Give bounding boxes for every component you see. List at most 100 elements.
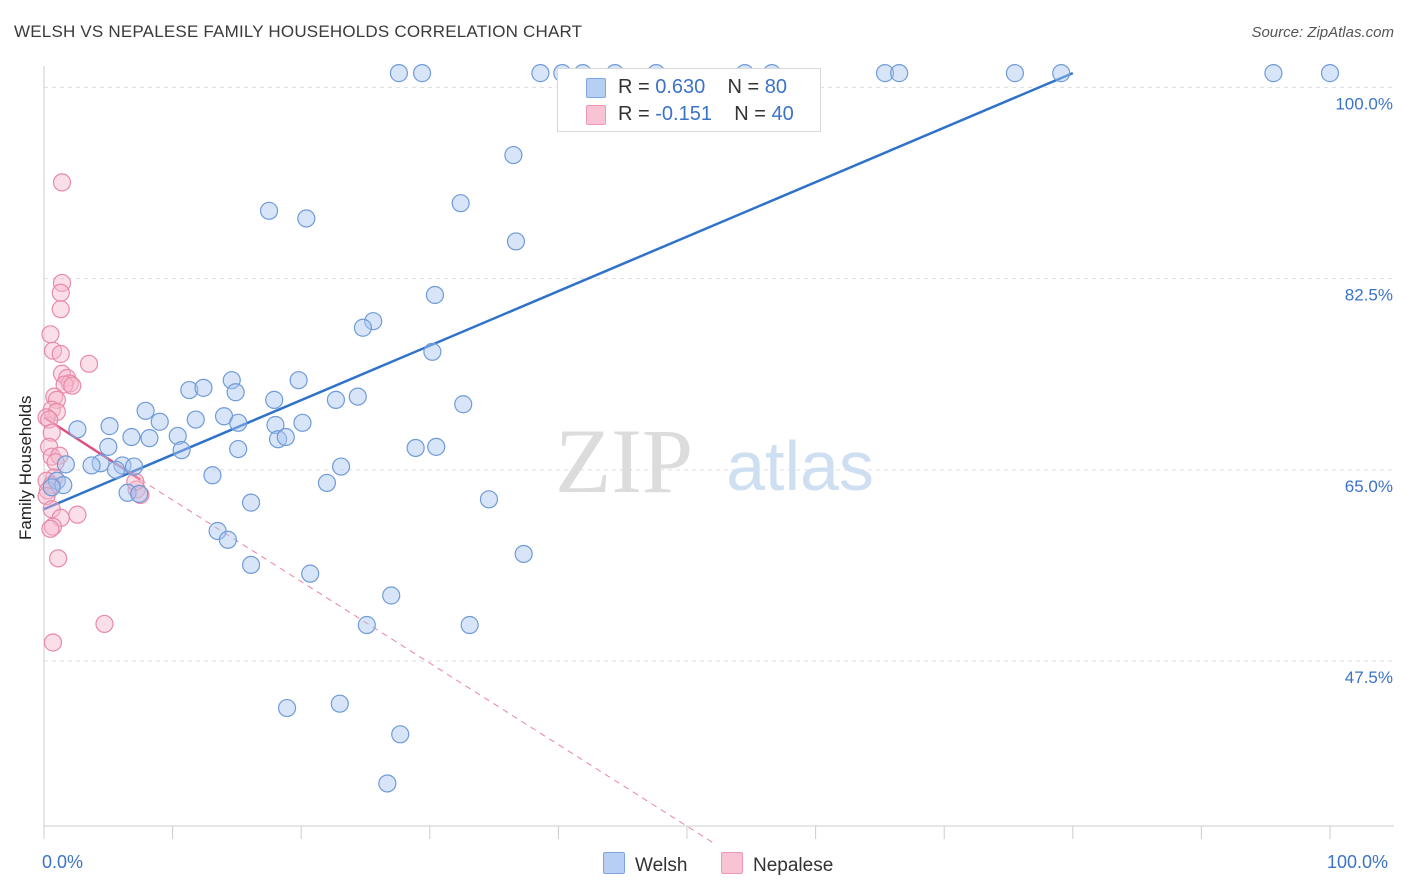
y-tick-label: 100.0% — [1335, 94, 1393, 113]
welsh-point — [353, 318, 373, 337]
welsh-point — [140, 429, 159, 448]
nepalese-point — [41, 519, 60, 538]
welsh-point — [241, 555, 261, 575]
welsh-trend-line — [43, 71, 1074, 511]
watermark: ZIP atlas — [555, 410, 874, 512]
bottom-legend-nepalese: Nepalese — [721, 852, 833, 877]
welsh-point — [382, 586, 401, 605]
axes — [43, 66, 1394, 839]
welsh-point — [425, 285, 445, 305]
welsh-point — [226, 383, 245, 402]
welsh-point — [1005, 64, 1025, 83]
stats-legend: R = 0.630 N = 80 R = -0.151 N = 40 — [557, 68, 821, 132]
welsh-point — [330, 694, 349, 713]
welsh-point — [259, 201, 279, 220]
nepalese-point — [95, 614, 114, 634]
welsh-point — [504, 145, 523, 165]
welsh-point — [241, 493, 261, 512]
nepalese-point — [51, 283, 70, 302]
nepalese-point — [47, 402, 66, 421]
welsh-point — [106, 460, 126, 479]
welsh-point — [1264, 64, 1283, 83]
welsh-point — [317, 473, 337, 493]
nepalese-point — [41, 325, 60, 344]
welsh-point — [293, 413, 312, 432]
welsh-point — [326, 390, 346, 409]
welsh-point — [203, 466, 222, 485]
welsh-point — [364, 312, 383, 331]
welsh-point — [276, 427, 295, 447]
nepalese-point — [68, 505, 87, 524]
nepalese-point — [52, 273, 72, 293]
watermark-zip: ZIP — [555, 410, 693, 512]
nepalese-n-label: N = — [734, 103, 772, 125]
welsh-point — [194, 378, 213, 397]
nepalese-point — [42, 423, 61, 442]
welsh-point — [357, 615, 376, 635]
welsh-point — [1320, 64, 1340, 83]
welsh-point — [172, 441, 191, 460]
source-credit: Source: ZipAtlas.com — [1251, 24, 1394, 41]
welsh-point — [186, 410, 205, 429]
y-tick-label: 47.5% — [1345, 668, 1393, 687]
y-tick-label: 65.0% — [1345, 477, 1393, 496]
x-tick-label-min: 0.0% — [42, 852, 84, 872]
bottom-nepalese-label: Nepalese — [753, 855, 834, 876]
welsh-point — [266, 415, 285, 435]
welsh-point — [180, 380, 199, 400]
y-tick-labels: 47.5% 65.0% 82.5% 100.0% — [1335, 94, 1393, 687]
nepalese-swatch — [586, 105, 606, 125]
welsh-point — [68, 420, 87, 439]
bottom-nepalese-swatch — [721, 852, 743, 874]
welsh-point — [168, 426, 187, 446]
nepalese-point — [51, 344, 70, 364]
nepalese-point — [52, 173, 72, 192]
welsh-point — [301, 564, 320, 583]
welsh-point — [406, 438, 425, 458]
welsh-point — [531, 64, 550, 83]
welsh-point — [297, 209, 316, 228]
welsh-point — [265, 390, 284, 409]
welsh-point — [389, 64, 409, 83]
welsh-point — [1052, 64, 1071, 83]
watermark-atlas: atlas — [726, 427, 874, 505]
welsh-point — [277, 698, 297, 718]
nepalese-r-label: R = — [618, 103, 656, 125]
welsh-point — [82, 456, 101, 475]
nepalese-point — [51, 300, 70, 319]
welsh-point — [479, 490, 499, 509]
welsh-point — [218, 530, 237, 549]
welsh-point — [391, 725, 410, 744]
welsh-point — [451, 194, 470, 213]
welsh-point — [427, 437, 446, 456]
welsh-point — [136, 401, 155, 420]
welsh-point — [875, 64, 895, 83]
welsh-point — [99, 437, 118, 456]
welsh-point — [122, 427, 141, 447]
y-tick-label: 82.5% — [1345, 286, 1393, 305]
welsh-point — [460, 615, 479, 635]
welsh-point — [222, 371, 241, 390]
nepalese-point — [43, 517, 63, 536]
welsh-point — [412, 64, 432, 83]
bottom-welsh-label: Welsh — [635, 855, 688, 876]
x-tick-label-max: 100.0% — [1327, 852, 1389, 872]
nepalese-point — [79, 354, 99, 373]
nepalese-point — [55, 375, 74, 394]
welsh-point — [229, 439, 248, 459]
welsh-point — [348, 387, 367, 406]
welsh-point — [289, 371, 308, 390]
welsh-r-value: 0.630 — [655, 76, 706, 98]
nepalese-point — [43, 633, 63, 652]
welsh-point — [378, 774, 397, 793]
welsh-point — [124, 457, 144, 476]
bottom-legend-welsh: Welsh — [603, 852, 687, 877]
nepalese-point — [49, 549, 68, 568]
welsh-point — [454, 395, 473, 414]
welsh-r-label: R = — [618, 76, 656, 98]
welsh-point — [506, 232, 526, 251]
nepalese-point — [63, 376, 82, 395]
welsh-point — [331, 457, 351, 476]
bottom-welsh-swatch — [603, 852, 625, 874]
welsh-point — [890, 64, 909, 83]
